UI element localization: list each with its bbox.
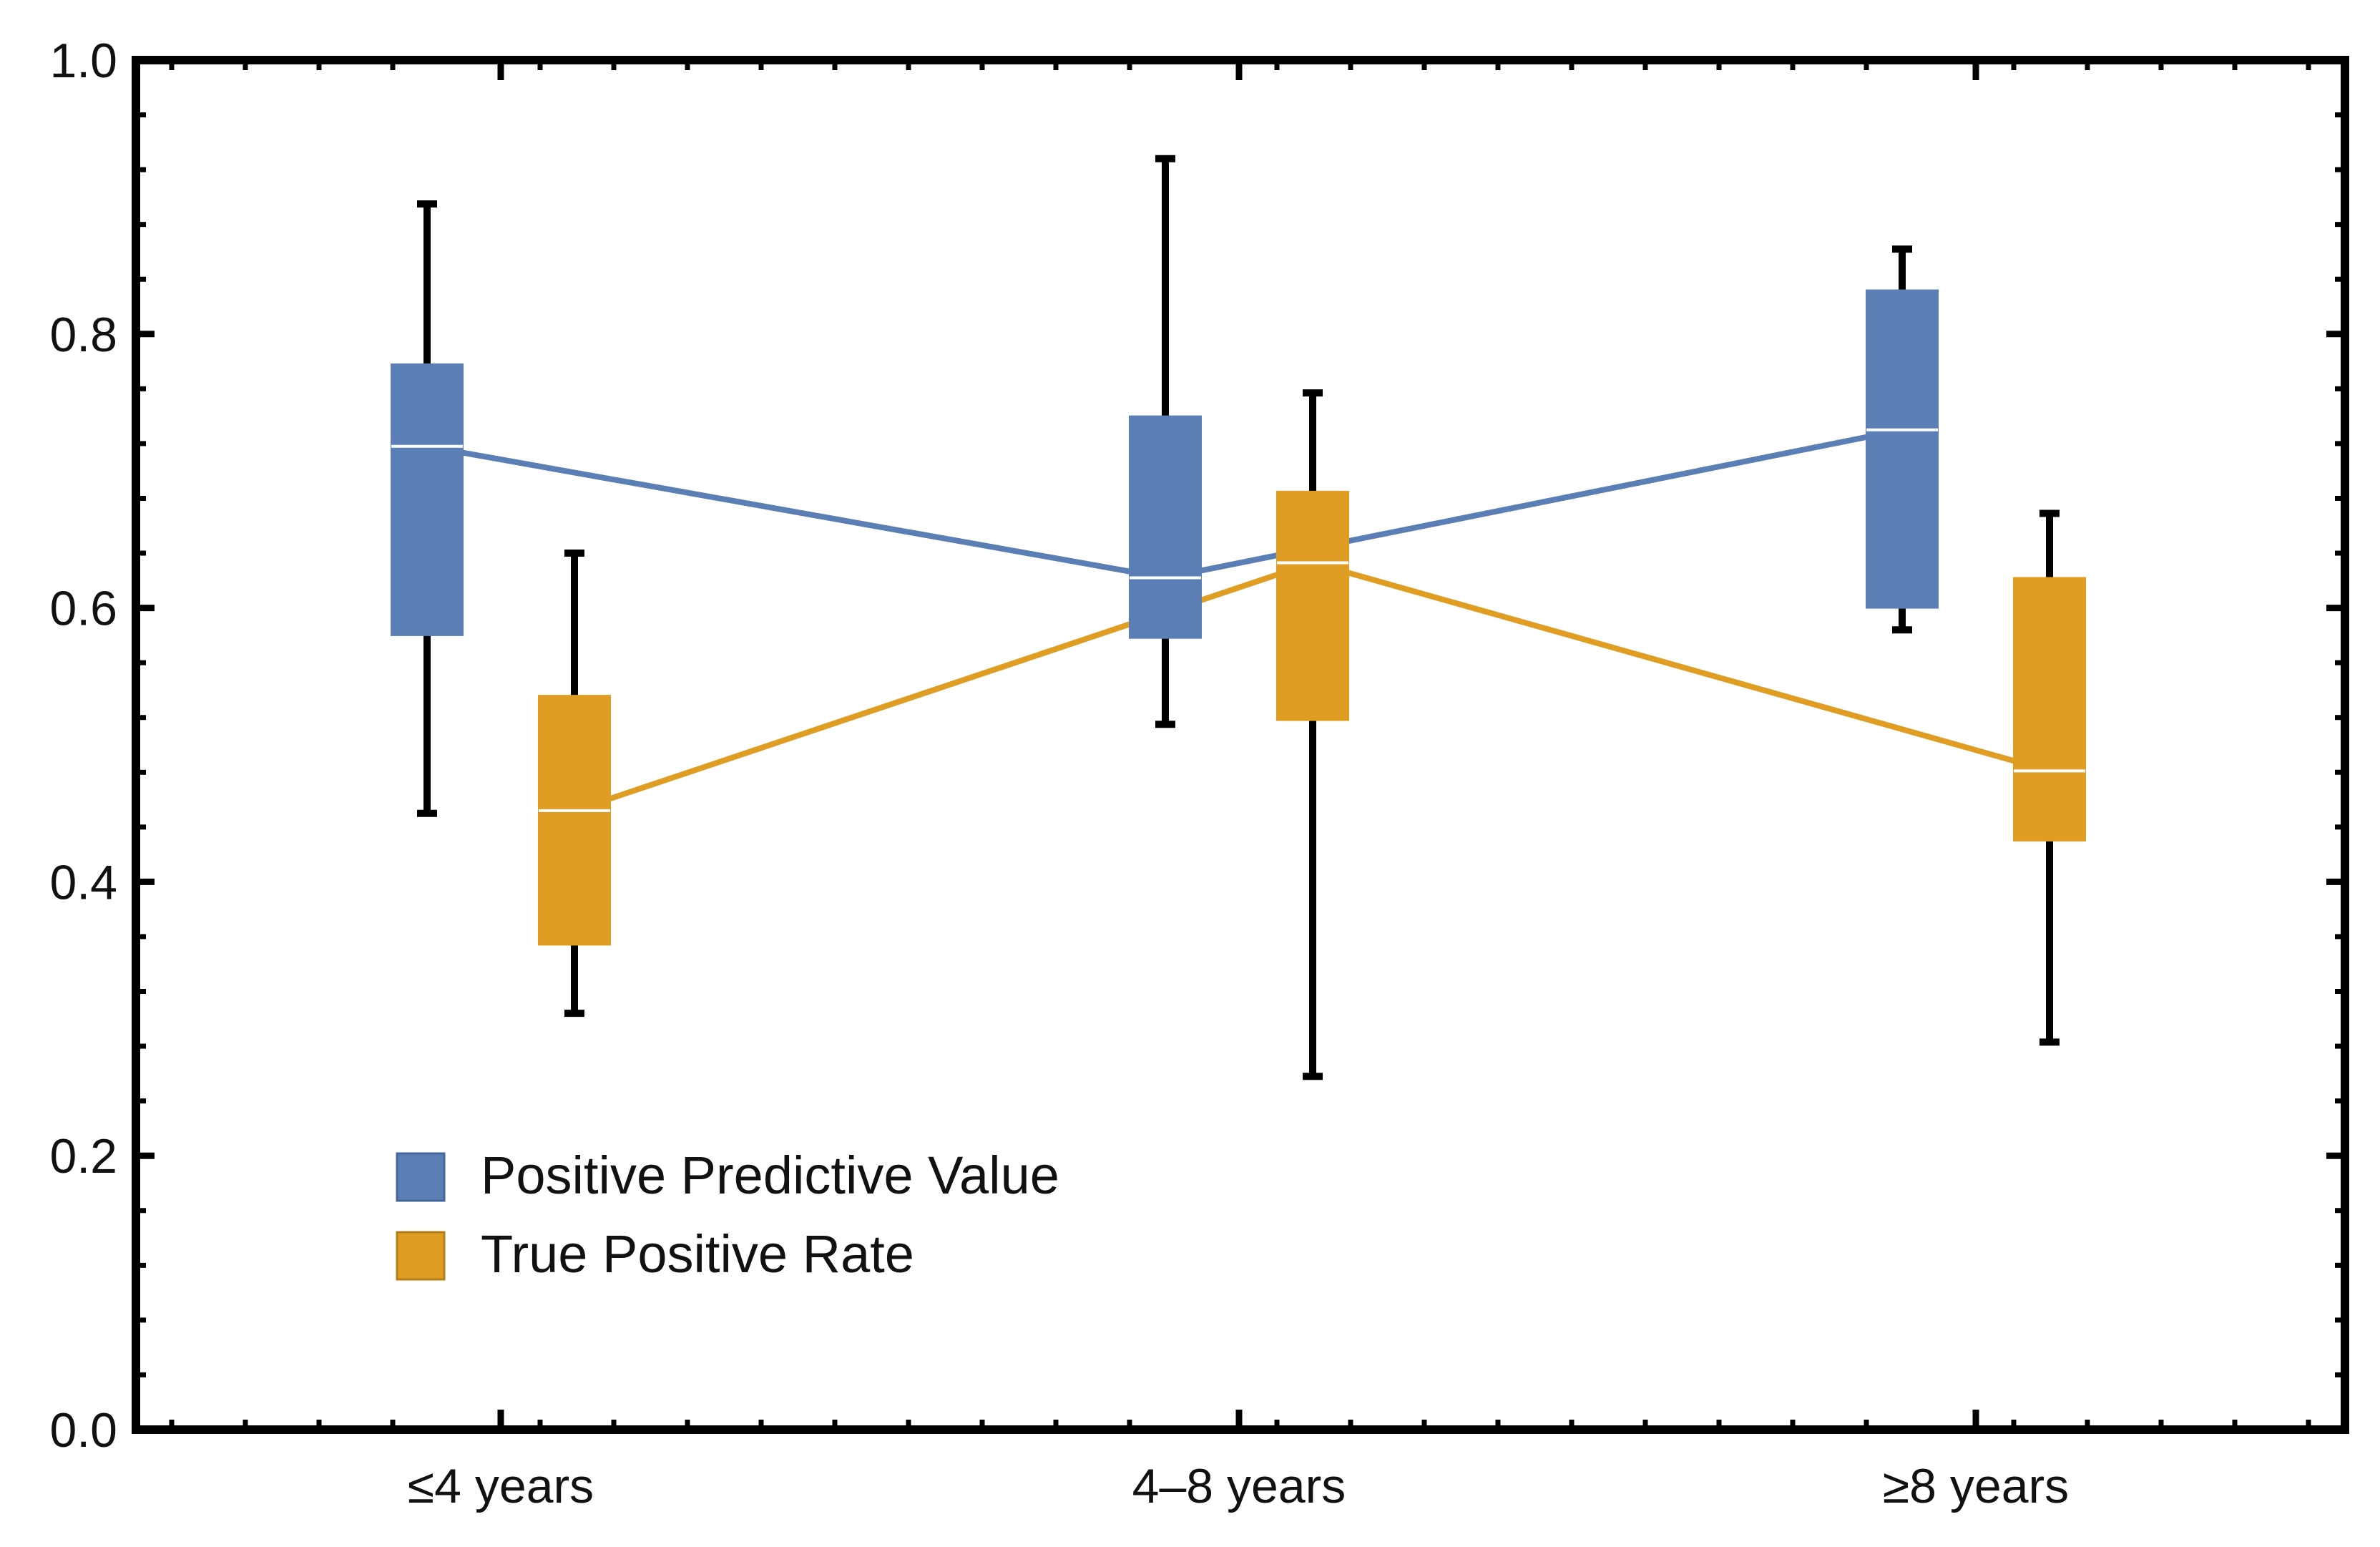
box-tpr-0 (538, 695, 611, 946)
y-tick-label: 1.0 (49, 34, 117, 88)
x-category-label: ≥8 years (1883, 1459, 2069, 1513)
plot-frame (132, 56, 2349, 1434)
legend-label-ppv: Positive Predictive Value (481, 1146, 1059, 1205)
box-ppv-1 (1129, 415, 1202, 639)
legend-label-tpr: True Positive Rate (481, 1224, 914, 1284)
x-category-label: ≤4 years (408, 1459, 594, 1513)
x-category-label: 4–8 years (1132, 1459, 1346, 1513)
y-tick-label: 0.6 (49, 582, 117, 636)
box-tpr-2 (2013, 577, 2086, 841)
legend-swatch-ppv (396, 1152, 446, 1202)
box-ppv-2 (1866, 289, 1939, 609)
legend-swatch-tpr (396, 1231, 446, 1281)
box-tpr-1 (1276, 490, 1349, 721)
y-tick-label: 0.0 (49, 1403, 117, 1458)
box-ppv-0 (391, 363, 464, 636)
y-tick-label: 0.4 (49, 855, 117, 909)
y-tick-label: 0.2 (49, 1129, 117, 1184)
y-tick-label: 0.8 (49, 308, 117, 362)
